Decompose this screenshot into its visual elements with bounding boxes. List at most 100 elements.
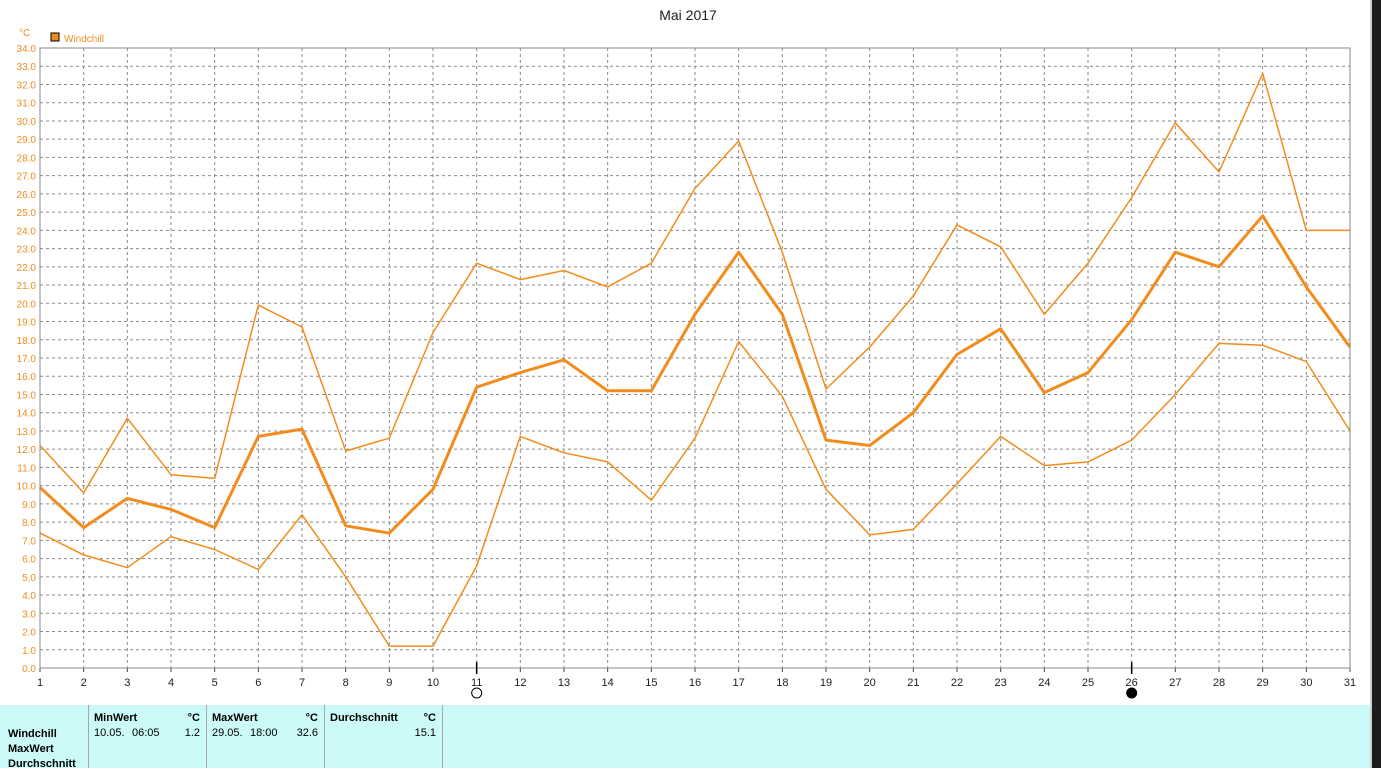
scrollbar-track[interactable]	[1372, 0, 1381, 768]
y-tick-label: 8.0	[22, 518, 36, 529]
x-tick-label: 24	[1038, 677, 1050, 689]
y-tick-label: 34.0	[17, 44, 37, 55]
series-line-3	[39, 340, 1351, 647]
y-tick-label: 2.0	[22, 628, 36, 639]
x-tick-label: 25	[1082, 677, 1094, 689]
row-label-windchill: Windchill	[8, 728, 57, 740]
x-tick-label: 12	[514, 677, 526, 689]
y-tick-label: 19.0	[17, 318, 37, 329]
series-layer	[38, 72, 1352, 647]
y-tick-label: 31.0	[17, 99, 37, 110]
x-tick-label: 22	[951, 677, 963, 689]
x-tick-label: 26	[1126, 677, 1138, 689]
y-tick-label: 15.0	[17, 390, 37, 401]
x-tick-label: 30	[1300, 677, 1312, 689]
y-tick-label: 16.0	[17, 372, 37, 383]
y-tick-label: 11.0	[17, 463, 36, 474]
x-tick-label: 2	[81, 677, 87, 689]
y-tick-label: 30.0	[17, 117, 37, 128]
x-tick-label: 15	[645, 677, 657, 689]
min-time: 06:05	[132, 727, 160, 739]
y-axis-unit: °C	[19, 28, 30, 39]
y-tick-label: 32.0	[17, 80, 37, 91]
legend-swatch	[50, 32, 60, 42]
min-date: 10.05.	[94, 727, 125, 739]
x-tick-label: 5	[212, 677, 218, 689]
avg-value: 15.1	[414, 727, 436, 739]
y-tick-label: 17.0	[17, 354, 37, 365]
x-tick-label: 19	[820, 677, 832, 689]
x-tick-label: 7	[299, 677, 305, 689]
y-tick-label: 12.0	[17, 445, 37, 456]
x-tick-label: 10	[427, 677, 439, 689]
y-tick-label: 33.0	[17, 62, 37, 73]
max-cell: MaxWert °C 29.05. 18:00 32.6	[206, 705, 324, 768]
avg-unit: °C	[423, 712, 436, 724]
y-tick-label: 23.0	[17, 245, 37, 256]
row-label-maxwert: MaxWert	[8, 743, 54, 755]
x-tick-label: 14	[602, 677, 614, 689]
x-tick-label: 16	[689, 677, 701, 689]
y-tick-label: 3.0	[22, 609, 36, 620]
avg-cell: Durchschnitt °C 15.1	[324, 705, 443, 768]
avg-header: Durchschnitt	[330, 712, 398, 724]
y-tick-label: 13.0	[17, 427, 37, 438]
y-tick-label: 4.0	[22, 591, 36, 602]
series-line-1	[39, 72, 1350, 494]
x-tick-label: 8	[343, 677, 349, 689]
y-tick-label: 29.0	[17, 135, 37, 146]
max-value: 32.6	[296, 727, 318, 739]
y-tick-label: 20.0	[17, 299, 37, 310]
y-tick-label: 9.0	[22, 500, 36, 511]
max-date: 29.05.	[212, 727, 243, 739]
windchill-chart: Mai 2017 °C Windchill 0.0 1.0 2.0 3.0 4.0 5.0…	[17, 7, 1356, 699]
legend-label: Windchill	[64, 34, 104, 45]
x-tick-label: 31	[1344, 677, 1356, 689]
y-tick-label: 28.0	[17, 153, 37, 164]
max-unit: °C	[305, 712, 318, 724]
y-tick-label: 25.0	[17, 208, 37, 219]
new-moon-icon	[1126, 687, 1138, 699]
plot-frame	[39, 47, 1351, 669]
y-tick-label: 10.0	[17, 482, 37, 493]
x-tick-label: 21	[907, 677, 919, 689]
x-tick-label: 11	[471, 677, 482, 689]
x-tick-label: 13	[558, 677, 570, 689]
y-tick-label: 7.0	[22, 536, 36, 547]
y-tick-label: 5.0	[22, 573, 36, 584]
window-edge	[1370, 0, 1372, 768]
x-tick-label: 3	[124, 677, 130, 689]
y-tick-label: 22.0	[17, 263, 37, 274]
y-tick-label: 14.0	[17, 409, 37, 420]
row-label-durchschnitt: Durchschnitt	[8, 758, 76, 770]
x-tick-label: 27	[1169, 677, 1181, 689]
y-axis: 0.0 1.0 2.0 3.0 4.0 5.0 6.0 7.0 8.0 9.0 10.0 11.0 12…	[17, 44, 37, 675]
x-tick-label: 9	[386, 677, 392, 689]
y-tick-label: 24.0	[17, 226, 37, 237]
x-tick-label: 4	[168, 677, 174, 689]
x-tick-label: 20	[864, 677, 876, 689]
x-tick-label: 6	[255, 677, 261, 689]
x-tick-label: 23	[995, 677, 1007, 689]
y-tick-label: 21.0	[17, 281, 37, 292]
y-tick-label: 1.0	[22, 646, 36, 657]
series-line-2	[38, 214, 1352, 535]
grid	[40, 48, 1350, 668]
y-tick-label: 0.0	[22, 664, 36, 675]
min-cell: MinWert °C 10.05. 06:05 1.2	[88, 705, 206, 768]
max-time: 18:00	[250, 727, 278, 739]
x-tick-label: 29	[1257, 677, 1269, 689]
y-tick-label: 18.0	[17, 336, 37, 347]
x-tick-label: 17	[733, 677, 745, 689]
x-tick-label: 18	[776, 677, 788, 689]
x-tick-label: 1	[37, 677, 43, 689]
min-value: 1.2	[184, 727, 200, 739]
y-tick-label: 6.0	[22, 555, 36, 566]
max-header: MaxWert	[212, 712, 258, 724]
stats-panel: Windchill MaxWert Durchschnitt MinWert °…	[0, 705, 1370, 770]
full-moon-icon	[471, 687, 483, 699]
y-tick-label: 27.0	[17, 172, 37, 183]
x-axis: 1 2 3 4 5 6 7 8 9 10 11 12 13 14 15 16 17 18 19 20 21 22 23 24 2…	[37, 668, 1356, 689]
y-tick-label: 26.0	[17, 190, 37, 201]
min-unit: °C	[187, 712, 200, 724]
